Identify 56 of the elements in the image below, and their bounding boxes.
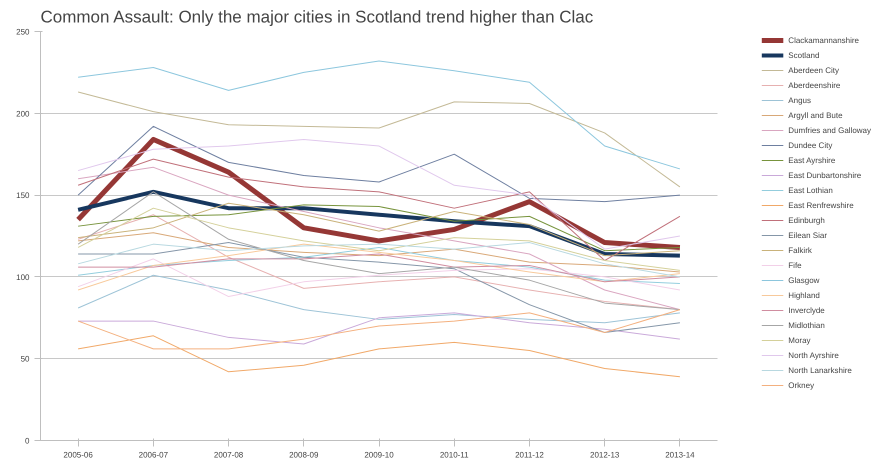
legend-label: Eilean Siar (788, 230, 827, 240)
x-tick-label: 2008-09 (289, 450, 320, 460)
line-series (78, 208, 680, 271)
legend-label: East Renfrewshire (788, 200, 854, 210)
legend-label: Clackamannanshire (788, 35, 859, 45)
line-series (78, 158, 680, 262)
legend-label: North Lanarkshire (788, 365, 852, 375)
x-tick-label: 2007-08 (214, 450, 244, 460)
x-tick-label: 2011-12 (515, 450, 544, 460)
x-tick-label: 2006-07 (138, 450, 169, 460)
y-tick-label: 100 (16, 272, 30, 282)
legend-label: Fife (788, 260, 803, 270)
y-tick-label: 50 (20, 354, 30, 364)
legend-label: Moray (788, 335, 811, 345)
x-tick-label: 2012-13 (590, 450, 620, 460)
x-tick-label: 2013-14 (665, 450, 696, 460)
legend-label: Aberdeenshire (788, 80, 840, 90)
legend-label: Inverclyde (788, 305, 825, 315)
x-tick-label: 2009-10 (364, 450, 394, 460)
line-series (78, 232, 680, 272)
line-series (78, 60, 680, 170)
legend-label: Midlothian (788, 320, 825, 330)
y-tick-label: 200 (16, 109, 30, 118)
line-series (78, 166, 680, 310)
chart-title: Common Assault: Only the major cities in Scotland trend higher than Clac (40, 8, 594, 26)
line-series (78, 246, 680, 284)
legend-label: East Dunbartonshire (788, 170, 862, 180)
x-tick-label: 2005-06 (63, 450, 94, 460)
legend-label: Argyll and Bute (788, 110, 843, 120)
y-tick-label: 150 (16, 191, 30, 200)
line-series (78, 242, 680, 278)
line-series (78, 274, 680, 324)
line-series (78, 258, 680, 298)
legend-label: Dumfries and Galloway (788, 125, 871, 135)
line-series (78, 335, 680, 378)
line-series (78, 126, 680, 202)
y-tick-label: 0 (25, 436, 30, 446)
line-series (78, 244, 680, 290)
legend-label: Orkney (788, 380, 814, 390)
legend-label: Edinburgh (788, 215, 825, 225)
legend-label: Highland (788, 290, 820, 300)
legend-label: Glasgow (788, 275, 820, 285)
line-series (78, 92, 680, 188)
y-tick-label: 250 (16, 28, 30, 36)
legend-label: North Ayrshire (788, 350, 839, 360)
legend-label: Scotland (788, 50, 820, 60)
legend-label: Angus (788, 95, 811, 105)
legend-label: East Ayrshire (788, 155, 836, 165)
x-tick-label: 2010-11 (440, 450, 470, 460)
legend-label: Dundee City (788, 140, 832, 150)
legend-label: Aberdeen City (788, 65, 839, 75)
line-series (78, 253, 680, 282)
legend-label: East Lothian (788, 185, 833, 195)
line-series (78, 242, 680, 334)
legend-label: Falkirk (788, 245, 812, 255)
line-series (78, 191, 680, 310)
